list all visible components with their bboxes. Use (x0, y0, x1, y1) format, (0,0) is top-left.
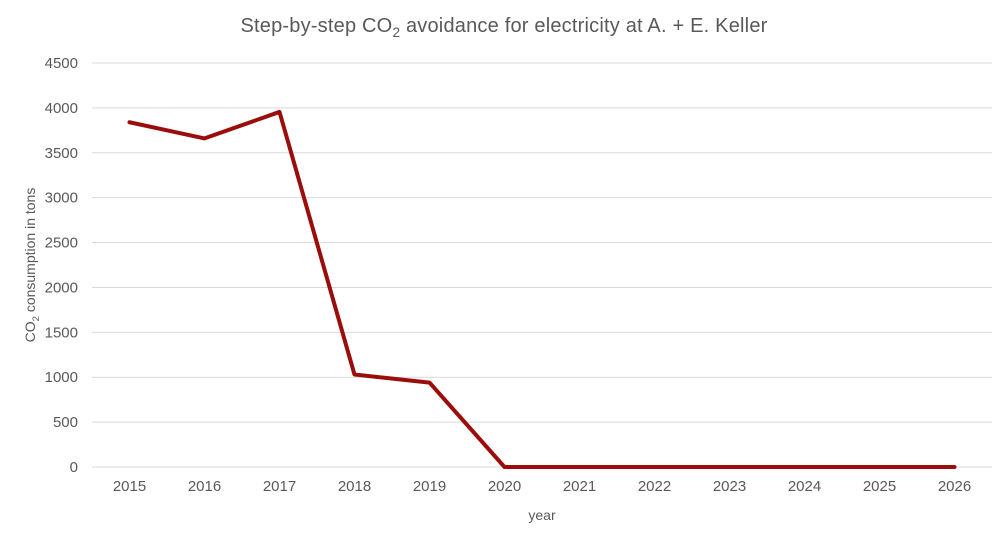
x-tick-label: 2021 (563, 478, 596, 495)
y-tick-label: 1500 (45, 324, 78, 341)
x-tick-label: 2020 (488, 478, 521, 495)
x-tick-label: 2018 (338, 478, 371, 495)
y-axis-title: CO2 consumption in tons (20, 118, 42, 412)
chart-title-text-prefix: Step-by-step CO (240, 15, 393, 37)
x-tick-label: 2024 (788, 478, 821, 495)
chart-title-text-suffix: avoidance for electricity at A. + E. Kel… (400, 15, 768, 37)
x-tick-label: 2026 (938, 478, 971, 495)
chart-title-subscript: 2 (392, 25, 401, 40)
y-axis-title-prefix: CO (22, 321, 38, 343)
x-tick-label: 2023 (713, 478, 746, 495)
x-tick-label: 2025 (863, 478, 896, 495)
x-tick-label: 2016 (188, 478, 221, 495)
x-axis-title: year (528, 507, 556, 523)
y-tick-label: 3500 (45, 145, 78, 162)
x-tick-label: 2015 (113, 478, 146, 495)
x-tick-label: 2017 (263, 478, 296, 495)
co2-data-line (127, 109, 957, 469)
chart-title: Step-by-step CO2 avoidance for electrici… (0, 13, 1008, 46)
x-tick-label: 2019 (413, 478, 446, 495)
y-tick-label: 500 (53, 414, 78, 431)
x-axis-tick-labels: 2015 2016 2017 2018 2019 2020 2021 2022 2023 2024… (113, 478, 971, 495)
y-axis-tick-labels: 0 500 1000 1500 2000 2500 3000 3500 4000 4500 (45, 55, 78, 476)
y-tick-label: 1000 (45, 369, 78, 386)
y-axis-title-subscript: 2 (30, 316, 42, 322)
y-tick-label: 2000 (45, 279, 78, 296)
y-tick-label: 0 (70, 459, 78, 476)
x-tick-label: 2022 (638, 478, 671, 495)
y-tick-label: 4000 (45, 100, 78, 117)
y-tick-label: 2500 (45, 235, 78, 252)
y-tick-label: 4500 (45, 55, 78, 72)
y-axis-title-suffix: consumption in tons (22, 187, 38, 317)
gridlines (92, 62, 992, 468)
y-tick-label: 3000 (45, 190, 78, 207)
